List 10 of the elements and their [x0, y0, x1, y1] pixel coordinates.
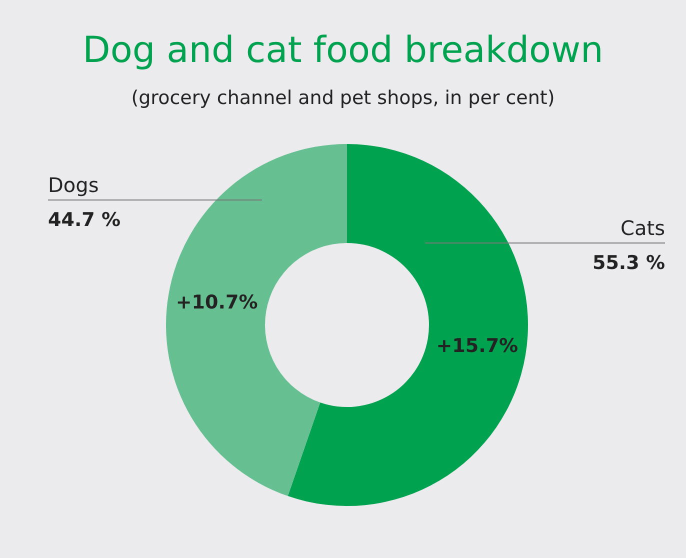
donut-slice	[288, 144, 528, 506]
chart-subtitle: (grocery channel and pet shops, in per cent)	[131, 87, 555, 109]
text: +15.7%	[436, 335, 518, 358]
data-label: 44.7 %	[48, 209, 121, 231]
slice-label: Cats	[620, 216, 665, 240]
slice-label: Dogs	[48, 173, 99, 197]
data-label: 55.3 %	[592, 252, 665, 274]
text: +10.7%	[176, 291, 258, 314]
chart-title: Dog and cat food breakdown	[82, 30, 604, 71]
donut-slice	[166, 144, 347, 496]
